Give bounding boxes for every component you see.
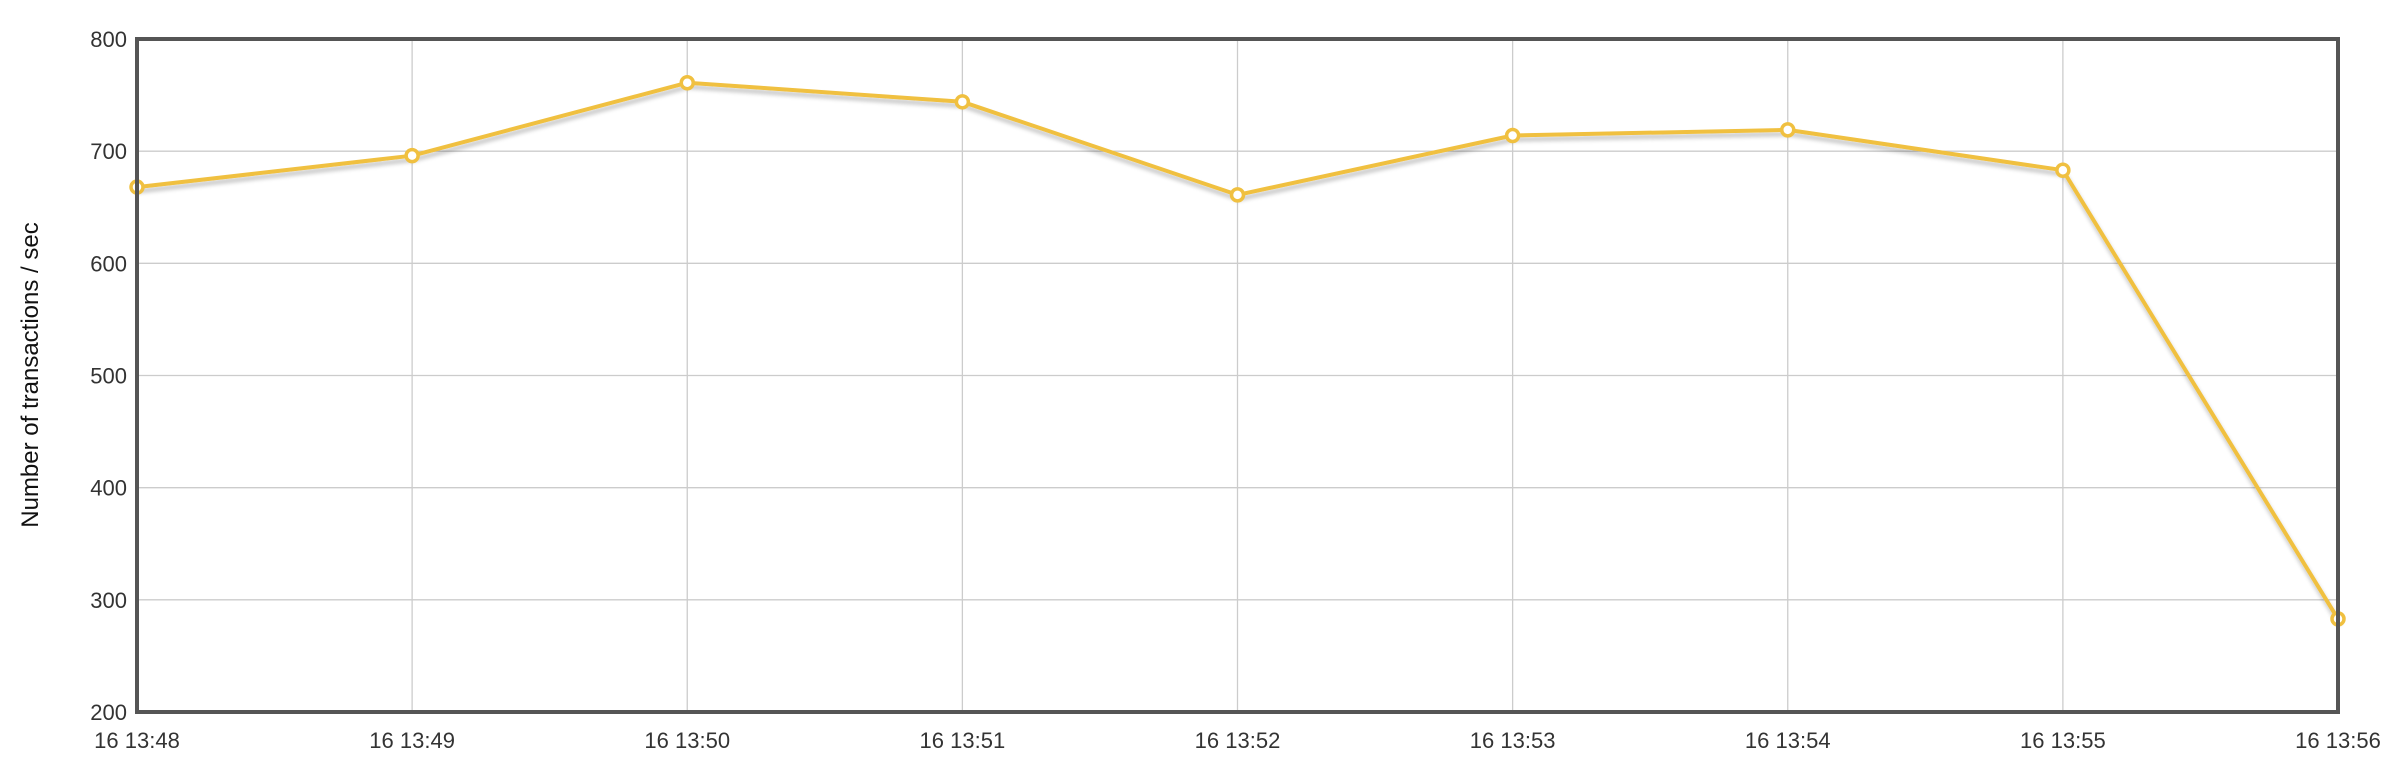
x-tick-label: 16 13:54	[1745, 728, 1831, 753]
y-axis-title: Number of transactions / sec	[17, 222, 44, 527]
y-tick-label: 800	[90, 27, 127, 52]
data-point	[679, 74, 695, 91]
x-tick-label: 16 13:48	[94, 728, 180, 753]
tick-labels: 200 300 400 500 600 700 800 16 13:48 16 13:49 16 …	[90, 27, 2381, 753]
data-point	[1229, 187, 1246, 203]
y-tick-label: 200	[90, 700, 127, 725]
data-point	[1780, 122, 1796, 138]
y-tick-label: 400	[90, 476, 127, 501]
data-point	[954, 94, 971, 110]
plot-area-frame	[135, 37, 2340, 714]
x-tick-label: 16 13:56	[2295, 728, 2381, 753]
x-tick-label: 16 13:55	[2020, 728, 2106, 753]
y-tick-label: 500	[90, 364, 127, 389]
data-point	[1504, 127, 1521, 144]
x-tick-label: 16 13:49	[369, 728, 455, 753]
data-point	[2055, 162, 2071, 178]
y-tick-label: 700	[90, 139, 127, 164]
data-point	[404, 147, 420, 164]
x-tick-label: 16 13:53	[1470, 728, 1556, 753]
x-tick-label: 16 13:50	[644, 728, 730, 753]
y-tick-label: 600	[90, 251, 127, 276]
x-tick-label: 16 13:51	[920, 728, 1006, 753]
x-tick-label: 16 13:52	[1195, 728, 1281, 753]
series-group	[129, 74, 2346, 627]
y-tick-label: 300	[90, 588, 127, 613]
